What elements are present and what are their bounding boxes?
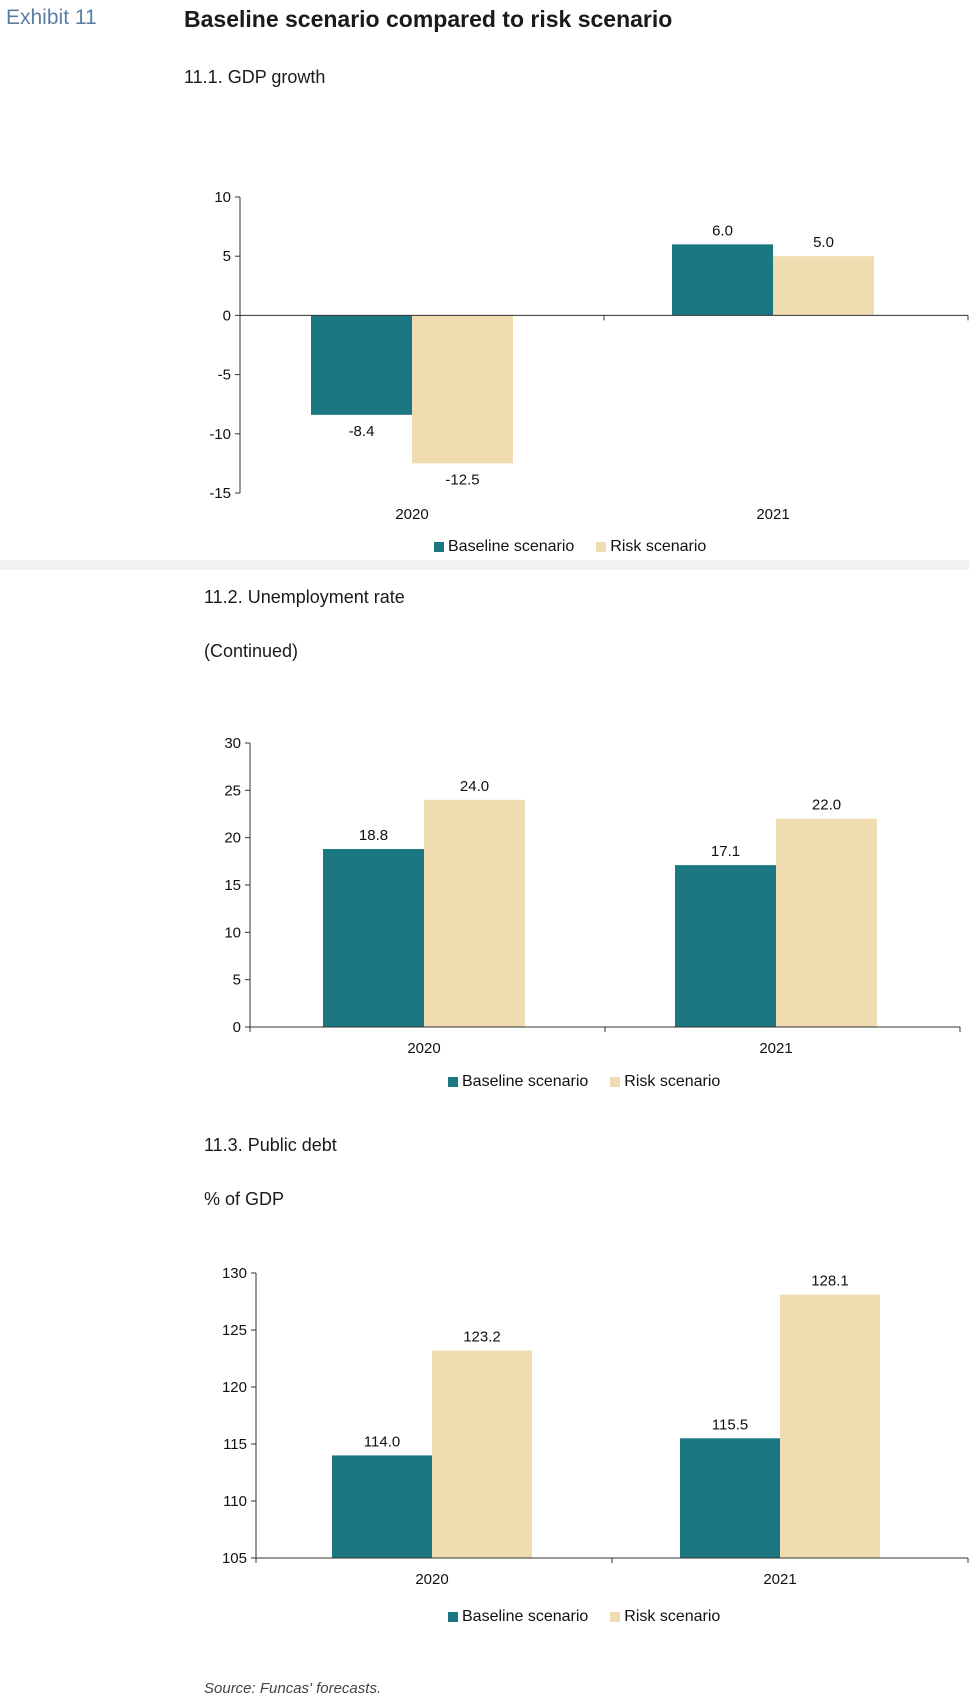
- y-tick-label: 5: [223, 248, 231, 265]
- y-tick-label: 15: [224, 877, 241, 894]
- bar-risk-2021: [780, 1294, 880, 1558]
- x-tick-label-2020: 2020: [407, 1040, 440, 1057]
- legend-gdp: Baseline scenario Risk scenario: [434, 538, 720, 556]
- data-label-baseline-2021: 17.1: [711, 843, 740, 860]
- chart-title-unemployment: 11.2. Unemployment rate: [204, 587, 405, 607]
- data-label-baseline-2020: -8.4: [349, 423, 375, 440]
- bar-risk-2021: [776, 818, 877, 1027]
- legend-item-baseline: Baseline scenario: [434, 538, 574, 556]
- x-tick-label-2021: 2021: [756, 506, 789, 523]
- legend-label-risk: Risk scenario: [624, 1608, 721, 1625]
- legend-label-baseline: Baseline scenario: [448, 538, 575, 555]
- data-label-baseline-2021: 6.0: [712, 222, 733, 239]
- exhibit-label: Exhibit 11: [6, 6, 97, 29]
- legend-unemployment: Baseline scenario Risk scenario: [448, 1073, 734, 1091]
- bar-baseline-2021: [675, 865, 776, 1027]
- legend-public-debt: Baseline scenario Risk scenario: [448, 1608, 734, 1626]
- bar-baseline-2020: [323, 849, 424, 1027]
- data-label-risk-2021: 5.0: [813, 234, 834, 251]
- y-tick-label: 10: [214, 189, 231, 206]
- legend-swatch-risk: [596, 542, 607, 552]
- bar-baseline-2020: [332, 1455, 432, 1558]
- chart-title-public-debt: 11.3. Public debt: [204, 1135, 337, 1155]
- y-tick-label: 110: [223, 1493, 247, 1510]
- legend-label-baseline: Baseline scenario: [462, 1608, 589, 1625]
- legend-item-baseline: Baseline scenario: [448, 1608, 588, 1626]
- legend-label-risk: Risk scenario: [610, 538, 707, 555]
- y-tick-label: 120: [222, 1379, 247, 1396]
- page-title: Baseline scenario compared to risk scena…: [184, 6, 673, 32]
- data-label-baseline-2020: 18.8: [359, 827, 388, 844]
- y-tick-label: 0: [233, 1019, 241, 1036]
- chart-title-gdp: 11.1. GDP growth: [184, 67, 326, 87]
- y-tick-label: -5: [218, 367, 231, 384]
- y-tick-label: 125: [222, 1322, 247, 1339]
- legend-label-baseline: Baseline scenario: [462, 1073, 589, 1090]
- bar-baseline-2021: [672, 244, 773, 316]
- y-tick-label: 105: [222, 1550, 247, 1567]
- x-tick-label-2020: 2020: [415, 1571, 448, 1588]
- legend-swatch-baseline: [434, 542, 444, 552]
- data-label-risk-2021: 128.1: [811, 1273, 849, 1290]
- legend-item-risk: Risk scenario: [610, 1608, 720, 1626]
- data-label-risk-2020: 24.0: [460, 778, 489, 795]
- y-tick-label: 10: [224, 924, 241, 941]
- y-tick-label: 0: [223, 307, 231, 324]
- bar-baseline-2020: [311, 315, 412, 415]
- data-label-baseline-2020: 114.0: [364, 1433, 400, 1450]
- legend-label-risk: Risk scenario: [624, 1073, 721, 1090]
- y-tick-label: 115: [223, 1436, 247, 1453]
- bar-risk-2021: [773, 256, 874, 316]
- x-tick-label-2021: 2021: [763, 1571, 796, 1588]
- y-tick-label: 30: [224, 735, 241, 752]
- legend-item-baseline: Baseline scenario: [448, 1073, 588, 1091]
- legend-item-risk: Risk scenario: [610, 1073, 720, 1091]
- data-label-baseline-2021: 115.5: [712, 1416, 748, 1433]
- chart-note-unemployment: (Continued): [204, 641, 299, 661]
- legend-swatch-risk: [610, 1612, 621, 1622]
- legend-item-risk: Risk scenario: [596, 538, 706, 556]
- x-tick-label-2021: 2021: [759, 1040, 792, 1057]
- x-tick-label-2020: 2020: [395, 506, 428, 523]
- data-label-risk-2021: 22.0: [812, 797, 841, 814]
- y-tick-label: 25: [224, 782, 241, 799]
- legend-swatch-risk: [610, 1077, 621, 1087]
- legend-swatch-baseline: [448, 1077, 458, 1087]
- bar-risk-2020: [424, 799, 525, 1027]
- chart-note-public-debt: % of GDP: [204, 1189, 285, 1209]
- gdp-growth-chart: 10 5 0 -5 -10 -15 -8.4 -12.5 6.0 5.0 2020 2021: [209, 189, 969, 523]
- legend-swatch-baseline: [448, 1612, 458, 1622]
- bar-risk-2020: [412, 315, 513, 464]
- y-tick-label: -15: [209, 485, 231, 502]
- bar-risk-2020: [432, 1350, 532, 1558]
- bar-baseline-2021: [680, 1438, 780, 1558]
- y-tick-label: 20: [224, 830, 241, 847]
- source-note: Source: Funcas' forecasts.: [204, 1680, 382, 1697]
- data-label-risk-2020: -12.5: [445, 471, 479, 488]
- data-label-risk-2020: 123.2: [463, 1329, 501, 1346]
- y-tick-label: 130: [222, 1265, 247, 1282]
- y-tick-label: -10: [209, 426, 231, 443]
- y-tick-label: 5: [233, 972, 241, 989]
